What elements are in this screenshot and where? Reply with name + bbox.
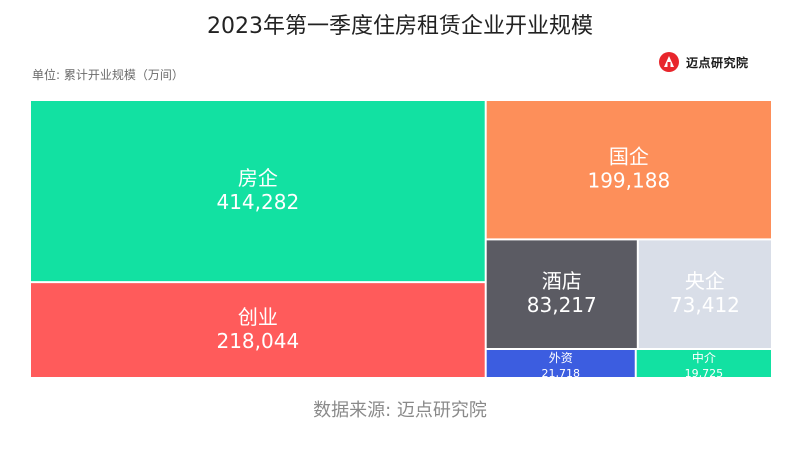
treemap-label-3: 酒店: [542, 269, 582, 293]
treemap-rect-4: [638, 240, 771, 348]
treemap-value-1: 218,044: [216, 329, 299, 353]
treemap-label-2: 国企: [609, 145, 649, 169]
treemap-rect-6: [636, 349, 771, 377]
treemap-rect-2: [486, 101, 771, 239]
treemap-value-0: 414,282: [216, 190, 299, 214]
treemap-value-5: 21,718: [541, 367, 580, 380]
treemap-label-6: 中介: [692, 350, 716, 365]
treemap-label-0: 房企: [238, 166, 278, 190]
treemap-cell-6: 中介 19,725: [636, 349, 771, 380]
treemap-rect-3: [486, 240, 637, 348]
unit-label: 单位: 累计开业规模（万间）: [32, 68, 184, 82]
treemap-cell-5: 外资 21,718: [486, 349, 635, 380]
treemap-rect-1: [31, 283, 485, 377]
treemap-rect-5: [486, 349, 635, 377]
brand-logo-text: 迈点研究院: [686, 55, 749, 70]
treemap-value-6: 19,725: [685, 367, 724, 380]
treemap-rect-0: [31, 101, 485, 282]
treemap-value-3: 83,217: [527, 293, 597, 317]
brand-logo: 迈点研究院: [658, 48, 768, 76]
treemap-value-2: 199,188: [587, 169, 670, 193]
treemap-label-4: 央企: [685, 269, 725, 293]
chart-title: 2023年第一季度住房租赁企业开业规模: [207, 14, 593, 39]
treemap-label-5: 外资: [549, 351, 573, 365]
treemap-value-4: 73,412: [670, 293, 740, 317]
brand-logo-icon: [659, 52, 679, 72]
treemap-label-1: 创业: [238, 305, 278, 329]
data-source: 数据来源: 迈点研究院: [313, 400, 487, 421]
